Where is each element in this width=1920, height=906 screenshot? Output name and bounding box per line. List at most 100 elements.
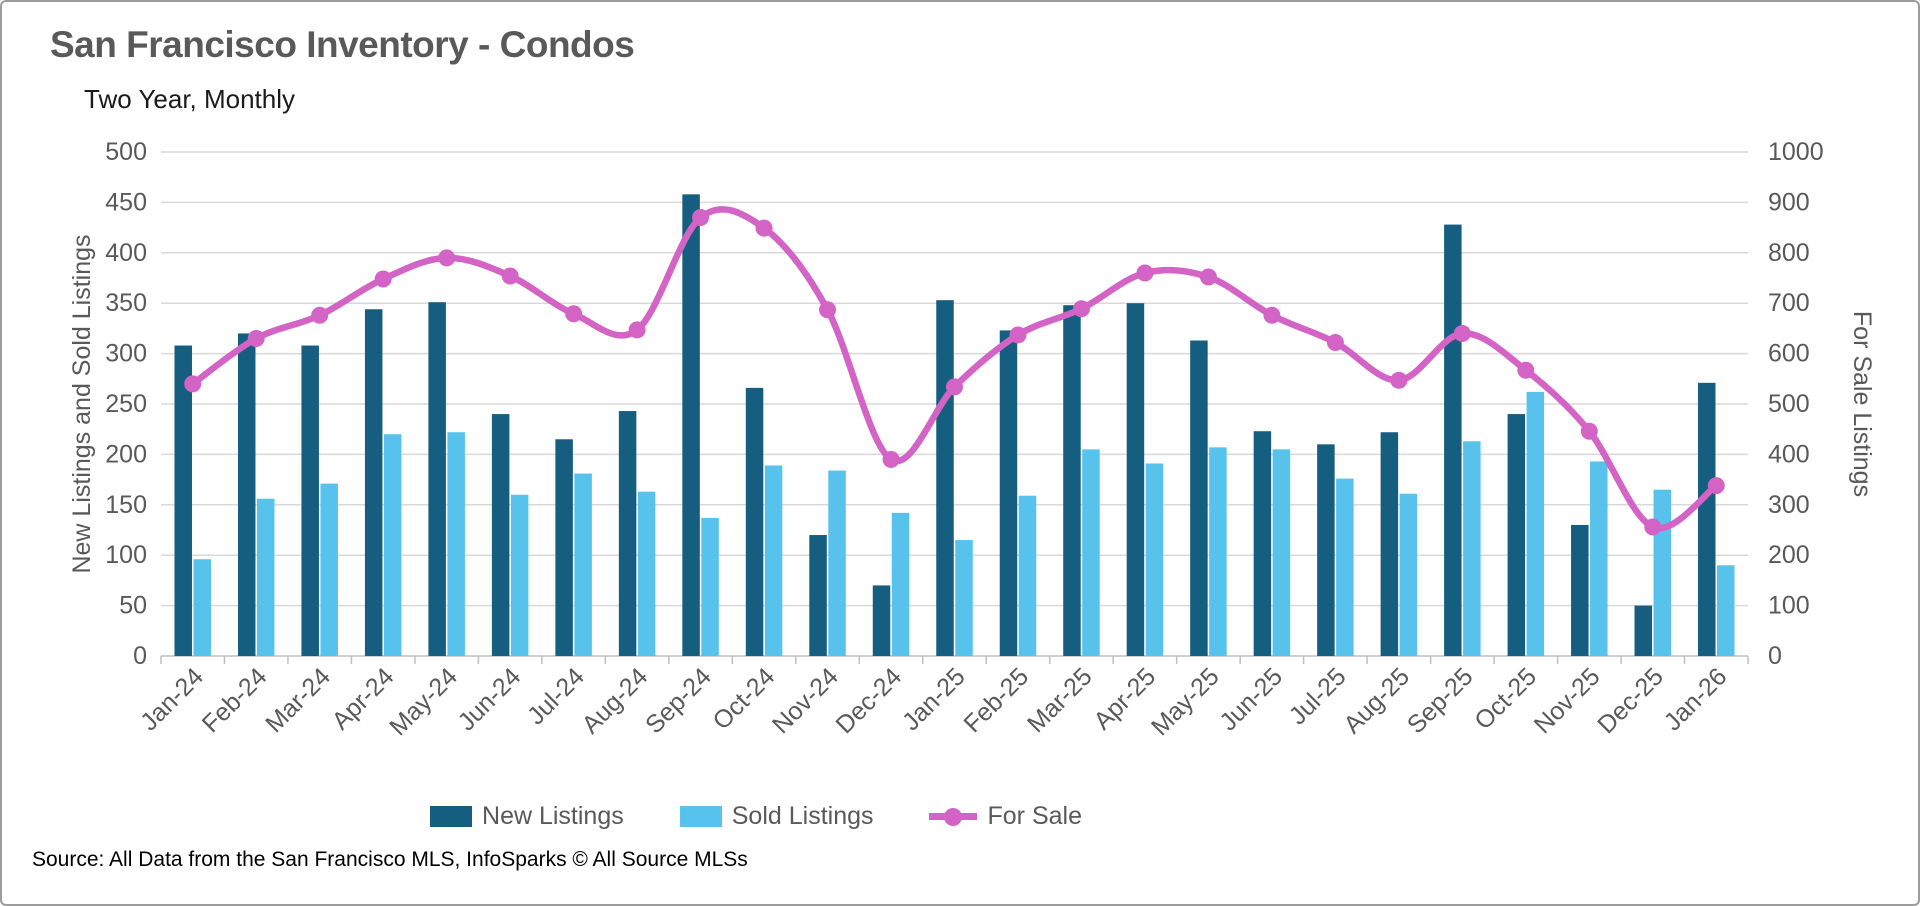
for-sale-point (565, 305, 583, 323)
right-axis-tick-label: 500 (1768, 390, 1810, 418)
bar-new-listings (301, 345, 319, 656)
right-axis-tick-label: 900 (1768, 188, 1810, 216)
bar-sold-listings (1272, 449, 1291, 656)
left-axis-tick-label: 0 (133, 642, 147, 670)
left-axis-tick-label: 50 (119, 592, 147, 620)
legend-label-for-sale: For Sale (987, 802, 1082, 830)
right-axis-tick-label: 200 (1768, 541, 1810, 569)
bar-sold-listings (447, 432, 465, 656)
bar-sold-listings (574, 473, 592, 656)
right-axis-tick-label: 300 (1768, 491, 1810, 519)
for-sale-point (1517, 361, 1535, 379)
for-sale-point (1390, 371, 1408, 389)
for-sale-point (438, 249, 456, 267)
bar-sold-listings (510, 494, 529, 656)
left-axis-tick-label: 450 (105, 188, 147, 216)
bar-sold-listings (256, 498, 275, 656)
x-axis-category-label: Aug-25 (1338, 662, 1415, 739)
x-axis-category-label: Dec-25 (1592, 662, 1669, 739)
left-axis-tick-label: 150 (105, 491, 147, 519)
x-axis-category-label: Jun-25 (1214, 662, 1288, 736)
bar-new-listings (174, 345, 192, 656)
x-axis-category-label: Oct-24 (707, 662, 780, 735)
right-axis-tick-label: 1000 (1768, 138, 1824, 166)
for-sale-point (1263, 306, 1281, 324)
for-sale-point (247, 329, 265, 347)
for-sale-point (374, 270, 392, 288)
x-axis-category-label: Oct-25 (1469, 662, 1542, 735)
bar-new-listings (1634, 605, 1653, 656)
bar-sold-listings (1653, 489, 1672, 656)
for-sale-point (501, 267, 519, 285)
bar-new-listings (809, 535, 827, 656)
x-axis-category-label: Feb-25 (958, 662, 1034, 738)
bar-new-listings (999, 330, 1018, 656)
for-sale-point (1453, 324, 1471, 342)
for-sale-point (1644, 518, 1662, 536)
for-sale-point (1326, 334, 1344, 352)
bar-sold-listings (1526, 391, 1545, 656)
bar-sold-listings (320, 483, 338, 656)
bar-sold-listings (1018, 495, 1037, 656)
right-axis-tick-label: 0 (1768, 642, 1782, 670)
x-axis-category-label: Nov-24 (767, 662, 844, 739)
new-listings-swatch-icon (430, 806, 473, 827)
bar-new-listings (237, 333, 256, 656)
chart-subtitle: Two Year, Monthly (84, 84, 296, 114)
for-sale-point (1072, 300, 1090, 318)
legend-item-sold-listings: Sold Listings (679, 802, 874, 831)
page-title: San Francisco Inventory - Condos (50, 24, 635, 65)
for-sale-point (311, 306, 329, 324)
bar-new-listings (1126, 303, 1145, 656)
left-axis-tick-label: 300 (105, 340, 147, 368)
bar-new-listings (1317, 444, 1335, 656)
bar-new-listings (1190, 340, 1208, 656)
right-axis-tick-label: 800 (1768, 239, 1810, 267)
left-axis-tick-label: 350 (105, 289, 147, 317)
bar-new-listings (491, 414, 510, 656)
bar-new-listings (872, 585, 891, 656)
for-sale-point (628, 321, 646, 339)
x-axis-category-label: Mar-24 (260, 662, 336, 738)
bar-new-listings (682, 194, 700, 656)
legend: New Listings Sold Listings For Sale (430, 802, 1082, 831)
for-sale-line-marker-icon (929, 807, 978, 826)
bar-sold-listings (891, 512, 910, 656)
x-axis-category-label: Sep-25 (1402, 662, 1479, 739)
for-sale-point (1009, 326, 1027, 344)
left-axis-title: New Listings and Sold Listings (68, 234, 96, 573)
x-axis-category-label: Sep-24 (640, 662, 717, 739)
x-axis-category-label: Jan-24 (135, 662, 209, 736)
bar-sold-listings (955, 540, 973, 656)
for-sale-point (882, 450, 900, 468)
x-axis-category-label: Nov-25 (1529, 662, 1606, 739)
x-axis-category-label: Aug-24 (577, 662, 654, 739)
left-axis-tick-label: 200 (105, 440, 147, 468)
for-sale-point (1580, 422, 1598, 440)
bar-new-listings (364, 309, 383, 656)
left-axis-tick-label: 250 (105, 390, 147, 418)
right-axis-title: For Sale Listings (1848, 311, 1876, 497)
bar-sold-listings (828, 470, 846, 656)
for-sale-point (1707, 477, 1725, 495)
x-axis-category-label: Jan-25 (897, 662, 971, 736)
right-axis-tick-label: 100 (1768, 592, 1810, 620)
for-sale-point (946, 378, 963, 396)
x-axis-category-label: May-24 (384, 662, 463, 741)
for-sale-point (1199, 268, 1217, 286)
bar-new-listings (745, 387, 764, 656)
for-sale-point (692, 209, 710, 227)
x-axis-category-label: Feb-24 (197, 662, 273, 738)
bar-sold-listings (1336, 478, 1354, 656)
bar-sold-listings (1463, 441, 1481, 656)
x-axis-category-label: Dec-24 (830, 662, 907, 739)
legend-label-sold-listings: Sold Listings (731, 802, 874, 830)
bar-new-listings (936, 300, 954, 656)
x-axis-category-label: Jun-24 (453, 662, 527, 736)
bar-sold-listings (1590, 461, 1608, 656)
bar-sold-listings (1145, 463, 1164, 656)
bar-sold-listings (1717, 565, 1735, 656)
bar-sold-listings (1082, 449, 1100, 656)
